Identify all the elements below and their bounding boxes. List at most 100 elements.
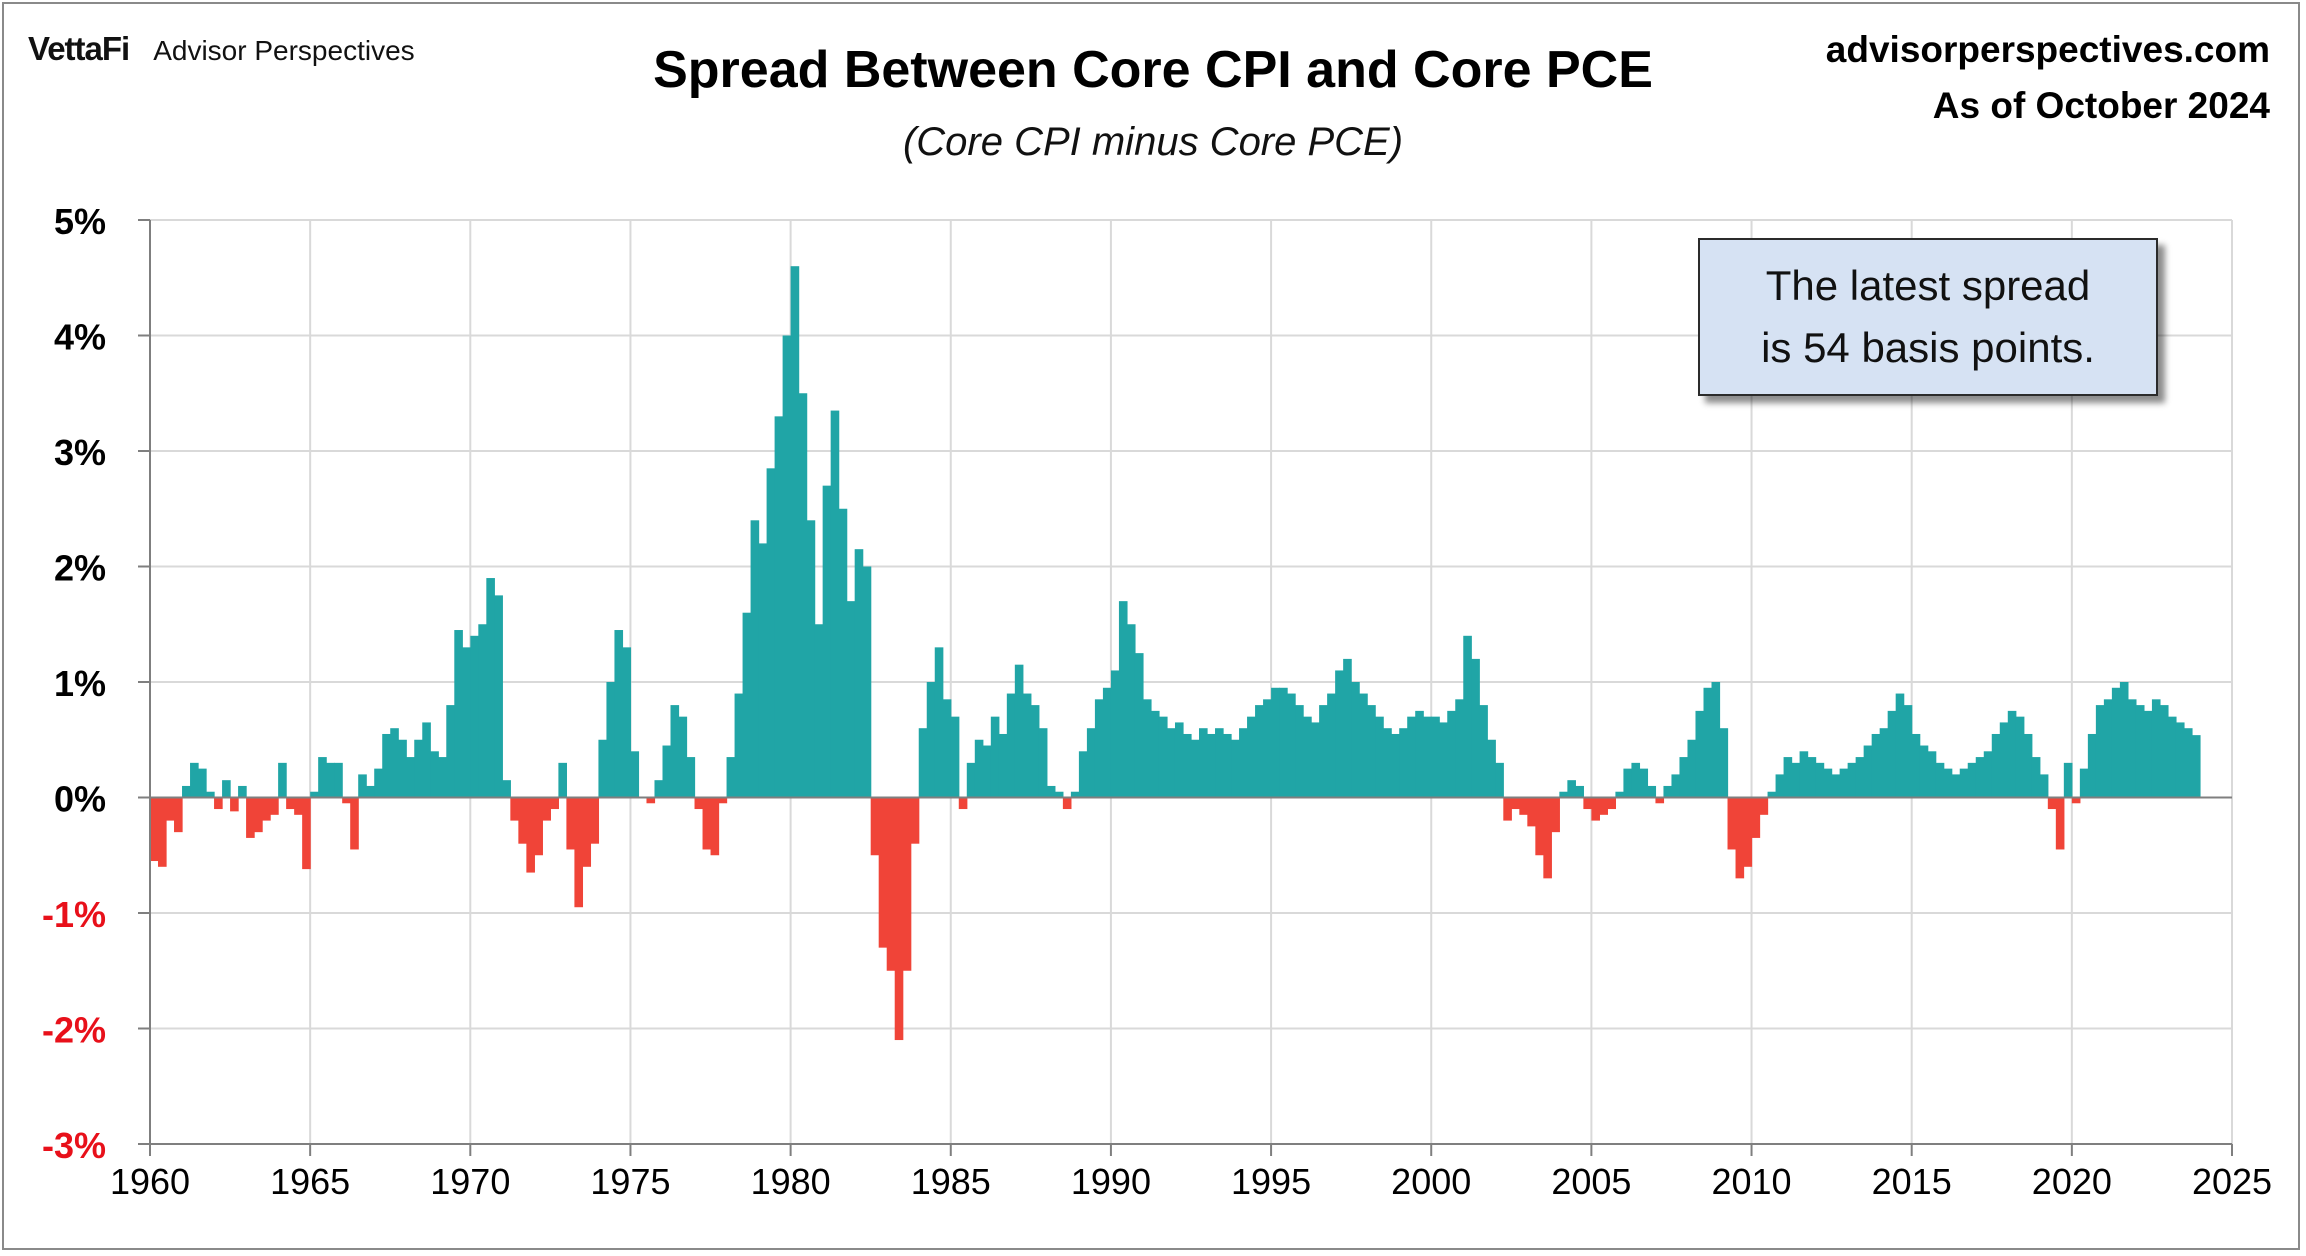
- bar: [438, 757, 447, 798]
- bar: [830, 410, 840, 798]
- bar: [2055, 797, 2065, 850]
- bar: [222, 780, 231, 798]
- bar: [1679, 757, 1689, 798]
- x-tick-label: 2005: [1551, 1161, 1631, 1202]
- bar: [1823, 768, 1833, 798]
- bar: [414, 739, 423, 798]
- bar: [1759, 797, 1769, 815]
- bar: [1431, 716, 1440, 798]
- bar: [2135, 705, 2145, 798]
- bar: [2159, 705, 2169, 798]
- bar: [686, 757, 696, 798]
- source-block: advisorperspectives.com As of October 20…: [1826, 22, 2270, 134]
- bar: [998, 733, 1008, 798]
- x-tick-label: 2000: [1391, 1161, 1471, 1202]
- bar: [1126, 624, 1136, 798]
- bar: [1182, 733, 1192, 798]
- x-tick-label: 1970: [430, 1161, 510, 1202]
- bar: [1799, 751, 1809, 798]
- bar: [310, 791, 319, 798]
- bar: [614, 630, 624, 798]
- x-tick-label: 2020: [2032, 1161, 2112, 1202]
- bar: [1871, 733, 1881, 798]
- y-tick-label: 4%: [54, 317, 106, 358]
- bar: [2111, 687, 2121, 798]
- bar: [1495, 762, 1504, 798]
- x-tick-label: 1960: [110, 1161, 190, 1202]
- bar: [1231, 739, 1240, 798]
- bar: [1959, 768, 1969, 798]
- bar: [1375, 716, 1384, 798]
- bar: [582, 797, 592, 867]
- bar: [1239, 728, 1248, 798]
- bar: [1551, 797, 1560, 833]
- x-tick-label: 2015: [1872, 1161, 1952, 1202]
- bar: [1791, 762, 1801, 798]
- bar: [862, 566, 872, 798]
- bar: [494, 595, 503, 798]
- bar: [790, 266, 800, 798]
- bar: [1102, 687, 1112, 798]
- bar: [670, 705, 680, 798]
- bar: [1054, 791, 1064, 798]
- bar: [342, 797, 351, 804]
- bar: [1191, 739, 1200, 798]
- bar: [406, 757, 415, 798]
- bar: [478, 624, 487, 798]
- bar: [166, 797, 175, 821]
- bar: [454, 630, 463, 798]
- bar: [1695, 710, 1705, 798]
- y-tick-label: 5%: [54, 201, 106, 242]
- bar: [966, 762, 976, 798]
- bar: [1319, 705, 1328, 798]
- bar: [1623, 768, 1633, 798]
- bar: [710, 797, 720, 856]
- bar: [2127, 699, 2137, 798]
- y-tick-label: 0%: [54, 779, 106, 820]
- bar: [1062, 797, 1072, 810]
- bar: [726, 757, 736, 798]
- bar: [1711, 682, 1721, 798]
- bar: [1735, 797, 1745, 879]
- bar: [1070, 791, 1080, 798]
- x-tick-label: 1965: [270, 1161, 350, 1202]
- bar: [1343, 658, 1352, 798]
- bar: [1647, 785, 1657, 798]
- bar: [2023, 733, 2033, 798]
- x-tick-label: 1990: [1071, 1161, 1151, 1202]
- x-tick-label: 1980: [751, 1161, 831, 1202]
- bar: [382, 733, 391, 798]
- bar: [1751, 797, 1761, 838]
- bar: [1415, 710, 1424, 798]
- bar: [902, 797, 912, 971]
- bar: [1655, 797, 1665, 804]
- bar: [622, 647, 632, 798]
- bar: [2175, 722, 2185, 798]
- annotation-box: The latest spread is 54 basis points.: [1698, 238, 2158, 396]
- bar: [758, 543, 768, 798]
- bar: [982, 745, 992, 798]
- bar: [750, 520, 760, 798]
- bar: [1479, 705, 1488, 798]
- bar: [1663, 785, 1673, 798]
- bar: [1567, 780, 1576, 798]
- bar: [558, 762, 567, 798]
- bar: [1287, 693, 1296, 798]
- annotation-line-1: The latest spread: [1765, 262, 2091, 309]
- bar: [1879, 728, 1889, 798]
- y-tick-label: -1%: [42, 894, 106, 935]
- bar: [278, 762, 287, 798]
- bar: [1351, 682, 1360, 798]
- bar: [958, 797, 968, 810]
- x-tick-label: 1995: [1231, 1161, 1311, 1202]
- bar: [1927, 751, 1937, 798]
- bar: [1727, 797, 1737, 850]
- bar: [1967, 762, 1977, 798]
- bar: [286, 797, 295, 810]
- bar: [598, 739, 608, 798]
- bar: [1271, 687, 1280, 798]
- bar: [782, 335, 792, 798]
- bar: [734, 693, 744, 798]
- annotation-line-2: is 54 basis points.: [1761, 324, 2095, 371]
- bar: [1991, 733, 2001, 798]
